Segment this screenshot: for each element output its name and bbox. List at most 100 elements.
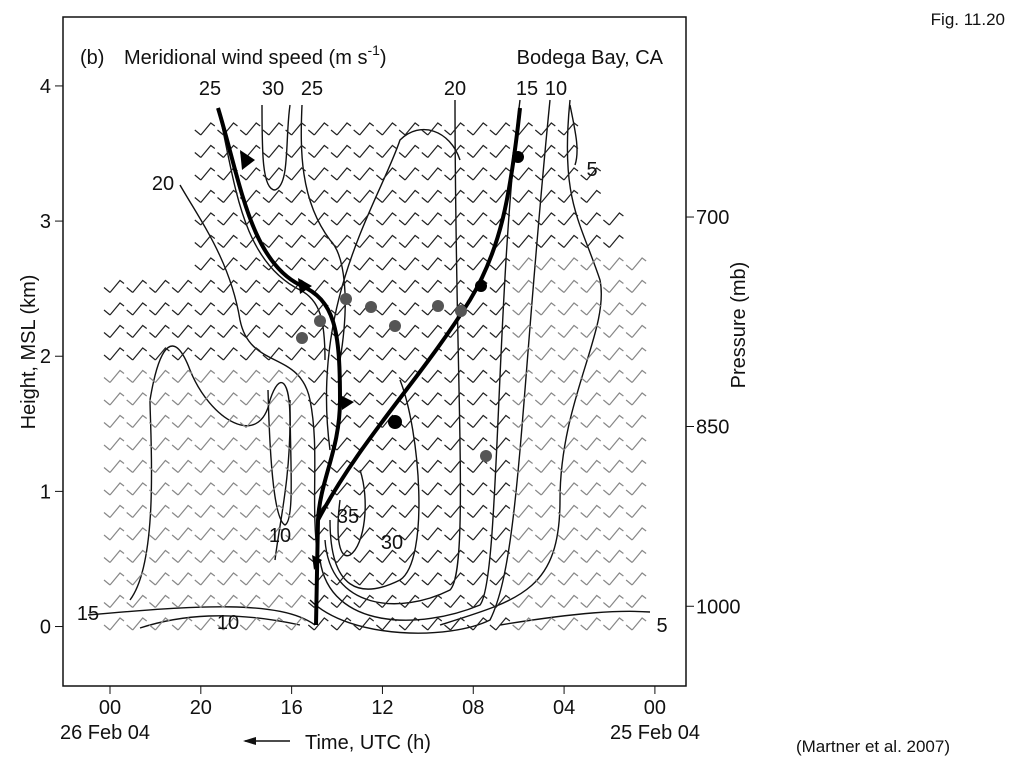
wind-barb: [171, 302, 193, 316]
wind-barb: [466, 369, 488, 383]
wind-barb: [625, 369, 647, 383]
wind-barb: [603, 504, 624, 518]
y2-tick-label: 1000: [696, 596, 741, 618]
wind-barb: [307, 459, 329, 473]
wind-barb: [512, 459, 533, 473]
wind-barb: [194, 369, 216, 383]
wind-barb: [103, 437, 125, 451]
wind-barb: [353, 234, 375, 248]
fig-label: Fig. 11.20: [931, 10, 1005, 29]
wind-barb: [194, 144, 216, 158]
wind-barb: [171, 437, 193, 451]
wind-barb: [149, 594, 170, 608]
contour-label: 10: [545, 78, 567, 100]
wind-barb: [376, 189, 397, 203]
wind-barb: [149, 527, 170, 541]
wind-barb: [194, 257, 216, 271]
wind-barb: [489, 302, 511, 316]
contour-label: 5: [586, 159, 597, 181]
wind-barb: [444, 414, 465, 428]
contour-label: 25: [301, 78, 323, 100]
wind-barb: [466, 482, 488, 496]
wind-barb: [285, 234, 306, 248]
wind-barb: [353, 549, 375, 563]
wind-barb: [603, 549, 624, 563]
y2-tick-label: 850: [696, 417, 729, 439]
wind-barb: [103, 527, 125, 541]
wind-barb: [444, 482, 465, 496]
wind-barb: [353, 189, 375, 203]
wind-barb: [171, 482, 193, 496]
wind-barb: [353, 257, 375, 271]
wind-barb: [194, 122, 216, 136]
wind-barb: [307, 347, 329, 361]
wind-barb: [557, 279, 579, 293]
wind-barb: [239, 302, 261, 316]
wind-barb: [194, 617, 216, 631]
wind-barb: [376, 482, 397, 496]
contour-label: 30: [381, 532, 403, 554]
wind-barb: [534, 527, 556, 541]
wind-barb: [149, 369, 170, 383]
wind-barb: [421, 257, 443, 271]
wind-barb: [557, 347, 579, 361]
wind-barb: [262, 482, 284, 496]
wind-barb: [126, 549, 148, 563]
wind-barb: [330, 504, 352, 518]
wind-barb: [398, 257, 420, 271]
wind-barb: [194, 549, 216, 563]
contour-label: 30: [262, 78, 284, 100]
wind-barb: [217, 549, 238, 563]
wind-barb: [353, 279, 375, 293]
wind-barb: [625, 549, 647, 563]
wind-barb: [376, 504, 397, 518]
wind-barb: [171, 549, 193, 563]
wind-barb: [580, 279, 602, 293]
wind-barb: [512, 234, 533, 248]
wind-barb: [239, 279, 261, 293]
wind-barb: [194, 212, 216, 226]
fronts: [216, 107, 524, 626]
wind-barb: [444, 459, 465, 473]
wind-barb: [330, 459, 352, 473]
wind-barb: [466, 122, 488, 136]
wind-barb: [489, 414, 511, 428]
wind-barb: [398, 594, 420, 608]
wind-barb: [398, 572, 420, 586]
wind-barb: [489, 459, 511, 473]
wind-barb: [353, 144, 375, 158]
wind-barb: [262, 504, 284, 518]
wind-barb: [444, 122, 465, 136]
wind-barb: [217, 347, 238, 361]
wind-barb: [217, 437, 238, 451]
x-label: Time, UTC (h): [305, 732, 431, 754]
wind-barb: [557, 549, 579, 563]
wind-barb: [512, 482, 533, 496]
wind-barb: [557, 392, 579, 406]
wind-barb: [239, 527, 261, 541]
wind-barb: [239, 482, 261, 496]
wind-barb: [603, 572, 624, 586]
wind-barb: [285, 437, 306, 451]
wind-barb: [149, 459, 170, 473]
wind-barb: [534, 122, 556, 136]
wind-barb: [149, 324, 170, 338]
wind-barb: [489, 527, 511, 541]
wind-barb: [171, 617, 193, 631]
wind-barb: [330, 257, 352, 271]
wind-barb: [217, 257, 238, 271]
wind-barb: [603, 437, 624, 451]
wind-barb: [171, 324, 193, 338]
wind-barb: [285, 504, 306, 518]
wind-barb: [217, 482, 238, 496]
wind-barb: [285, 347, 306, 361]
wind-barb: [285, 549, 306, 563]
wind-barb: [489, 549, 511, 563]
x-tick-label: 20: [190, 697, 212, 719]
contour-label: 35: [337, 506, 359, 528]
wind-barb: [421, 437, 443, 451]
wind-barb: [239, 437, 261, 451]
wind-barb: [603, 347, 624, 361]
wind-barb: [217, 527, 238, 541]
wind-barb: [239, 392, 261, 406]
